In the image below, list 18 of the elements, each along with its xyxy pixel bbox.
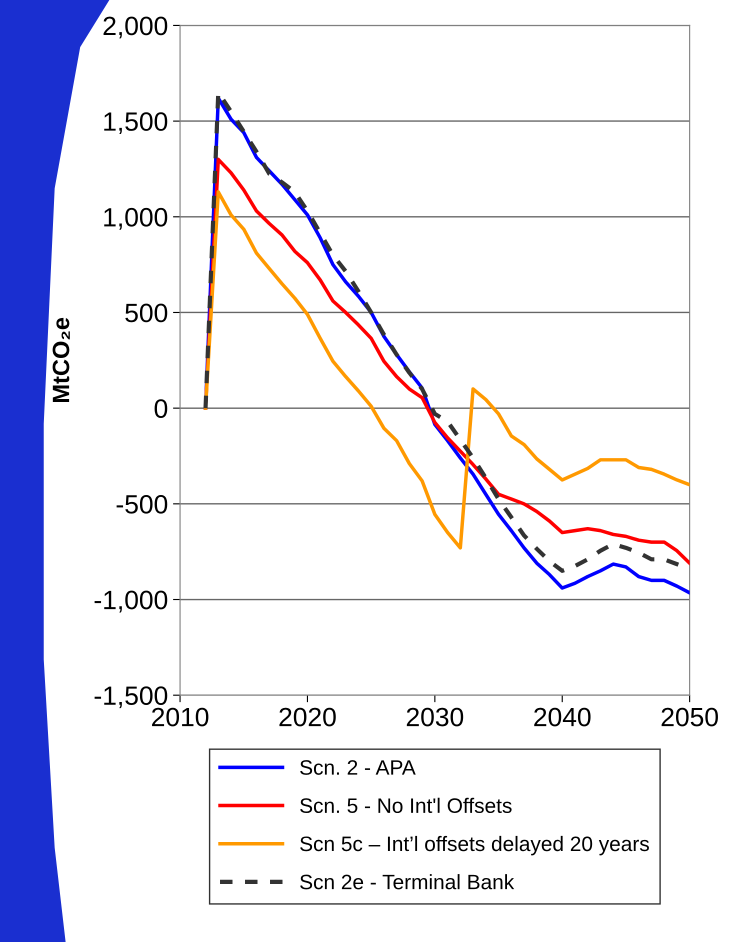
y-tick-label: 500 — [125, 304, 168, 322]
legend-label: Scn 2e - Terminal Bank — [300, 874, 514, 890]
y-tick-label: -1,500 — [94, 686, 168, 708]
x-tick-label: 2010 — [152, 708, 208, 726]
y-tick-label: 2,000 — [104, 16, 168, 38]
x-tick-label: 2020 — [279, 708, 336, 726]
y-tick-label: -1,000 — [94, 590, 168, 612]
y-tick-label: -500 — [116, 494, 168, 514]
y-tick-label: 1,000 — [104, 208, 168, 230]
legend-label: Scn. 2 - APA — [300, 760, 416, 775]
x-tick-label: 2040 — [534, 708, 591, 726]
x-tick-label: 2030 — [406, 708, 464, 726]
x-tick-label: 2050 — [662, 708, 718, 726]
y-tick-label: 1,500 — [104, 112, 168, 134]
legend-label: Scn. 5 - No Int'l Offsets — [300, 798, 512, 814]
y-axis-title: MtCO₂e — [52, 318, 70, 402]
y-tick-label: 0 — [154, 399, 168, 418]
legend-label: Scn 5c – Int’l offsets delayed 20 years — [300, 836, 649, 856]
